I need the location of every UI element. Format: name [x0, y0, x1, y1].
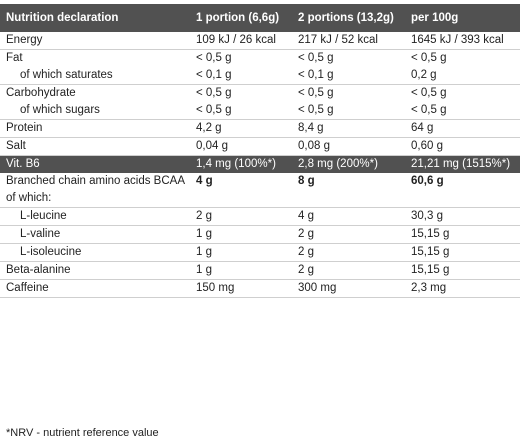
row-label: Salt	[6, 140, 26, 152]
table-row-caffeine: Caffeine 150 mg 300 mg 2,3 mg	[0, 280, 520, 298]
value-one-portion: 1 g	[196, 246, 212, 258]
value-one-portion: 109 kJ / 26 kcal	[196, 34, 276, 46]
row-sublabel: of which:	[6, 192, 52, 204]
value-two-portions: 4 g	[298, 210, 314, 222]
header-two-portions: 2 portions (13,2g)	[292, 4, 405, 32]
value-one-portion-sub: < 0,1 g	[196, 69, 232, 81]
value-per-100g: 0,60 g	[411, 140, 443, 152]
table-row-salt: Salt 0,04 g 0,08 g 0,60 g	[0, 138, 520, 156]
row-label: Caffeine	[6, 282, 49, 294]
value-one-portion: 4 g	[196, 175, 213, 187]
value-per-100g: 30,3 g	[411, 210, 443, 222]
table-row-vit-b6: Vit. B6 1,4 mg (100%*) 2,8 mg (200%*) 21…	[0, 155, 520, 173]
row-label: Branched chain amino acids BCAA	[6, 175, 185, 187]
value-two-portions: 8,4 g	[298, 122, 324, 134]
row-label: Fat	[6, 52, 23, 64]
value-one-portion: 1 g	[196, 228, 212, 240]
value-per-100g-sub: < 0,5 g	[411, 104, 447, 116]
value-per-100g: < 0,5 g	[411, 52, 447, 64]
value-per-100g: 15,15 g	[411, 264, 450, 276]
value-per-100g: 15,15 g	[411, 246, 450, 258]
value-per-100g-cell: < 0,5 g 0,2 g	[405, 50, 520, 85]
value-one-portion: 1 g	[196, 264, 212, 276]
value-per-100g: 60,6 g	[411, 175, 444, 187]
row-label-cell: Fat of which saturates	[0, 50, 190, 85]
table-row-beta-alanine: Beta-alanine 1 g 2 g 15,15 g	[0, 262, 520, 280]
value-per-100g: 15,15 g	[411, 228, 450, 240]
footnote: *NRV - nutrient reference value	[6, 427, 159, 439]
header-one-portion: 1 portion (6,6g)	[190, 4, 292, 32]
value-two-portions: 2 g	[298, 246, 314, 258]
table-row-fat: Fat of which saturates < 0,5 g < 0,1 g <…	[0, 50, 520, 85]
row-label: L-isoleucine	[20, 246, 82, 258]
value-two-portions: < 0,5 g	[298, 52, 334, 64]
table-row-bcaa: Branched chain amino acids BCAA of which…	[0, 173, 520, 208]
value-two-portions-sub: < 0,5 g	[298, 104, 334, 116]
row-label: Vit. B6	[0, 155, 190, 173]
value-per-100g-cell: < 0,5 g < 0,5 g	[405, 85, 520, 120]
value-two-portions: 217 kJ / 52 kcal	[298, 34, 378, 46]
value-two-portions: 2,8 mg (200%*)	[292, 155, 405, 173]
value-per-100g: 2,3 mg	[411, 282, 447, 294]
value-one-portion-cell: < 0,5 g < 0,1 g	[190, 50, 292, 85]
table-row-carbohydrate: Carbohydrate of which sugars < 0,5 g < 0…	[0, 85, 520, 120]
value-one-portion: < 0,5 g	[196, 52, 232, 64]
table-row-l-isoleucine: L-isoleucine 1 g 2 g 15,15 g	[0, 244, 520, 262]
value-one-portion: 2 g	[196, 210, 212, 222]
row-label-cell: L-leucine	[0, 208, 190, 226]
row-sublabel: of which saturates	[20, 69, 113, 81]
value-one-portion: 150 mg	[196, 282, 235, 294]
row-label-cell: Carbohydrate of which sugars	[0, 85, 190, 120]
row-label: Energy	[6, 34, 43, 46]
value-per-100g-sub: 0,2 g	[411, 69, 437, 81]
header-per-100g: per 100g	[405, 4, 520, 32]
row-label-cell: Branched chain amino acids BCAA of which…	[0, 173, 190, 208]
value-one-portion: < 0,5 g	[196, 87, 232, 99]
row-label-cell: L-valine	[0, 226, 190, 244]
row-sublabel: of which sugars	[20, 104, 100, 116]
value-two-portions-cell: < 0,5 g < 0,1 g	[292, 50, 405, 85]
value-two-portions: 8 g	[298, 175, 315, 187]
value-two-portions: 2 g	[298, 264, 314, 276]
table-header-row: Nutrition declaration 1 portion (6,6g) 2…	[0, 4, 520, 32]
row-label: Protein	[6, 122, 43, 134]
value-per-100g: < 0,5 g	[411, 87, 447, 99]
value-two-portions: 0,08 g	[298, 140, 330, 152]
table-row-l-valine: L-valine 1 g 2 g 15,15 g	[0, 226, 520, 244]
row-label: L-leucine	[20, 210, 67, 222]
value-one-portion: 0,04 g	[196, 140, 228, 152]
value-one-portion: 1,4 mg (100%*)	[190, 155, 292, 173]
table-row-energy: Energy 109 kJ / 26 kcal 217 kJ / 52 kcal…	[0, 32, 520, 50]
value-per-100g: 1645 kJ / 393 kcal	[411, 34, 504, 46]
nutrition-table: Nutrition declaration 1 portion (6,6g) 2…	[0, 4, 520, 298]
value-one-portion-cell: < 0,5 g < 0,5 g	[190, 85, 292, 120]
table-row-protein: Protein 4,2 g 8,4 g 64 g	[0, 120, 520, 138]
value-two-portions: 300 mg	[298, 282, 337, 294]
value-two-portions-sub: < 0,1 g	[298, 69, 334, 81]
row-label: Beta-alanine	[6, 264, 71, 276]
value-two-portions-cell: < 0,5 g < 0,5 g	[292, 85, 405, 120]
value-one-portion-sub: < 0,5 g	[196, 104, 232, 116]
value-two-portions: 2 g	[298, 228, 314, 240]
row-label-cell: L-isoleucine	[0, 244, 190, 262]
row-label: L-valine	[20, 228, 61, 240]
header-nutrition-declaration: Nutrition declaration	[0, 4, 190, 32]
value-one-portion: 4,2 g	[196, 122, 222, 134]
value-per-100g: 64 g	[411, 122, 434, 134]
value-per-100g: 21,21 mg (1515%*)	[405, 155, 520, 173]
value-two-portions: < 0,5 g	[298, 87, 334, 99]
table-row-l-leucine: L-leucine 2 g 4 g 30,3 g	[0, 208, 520, 226]
row-label: Carbohydrate	[6, 87, 76, 99]
